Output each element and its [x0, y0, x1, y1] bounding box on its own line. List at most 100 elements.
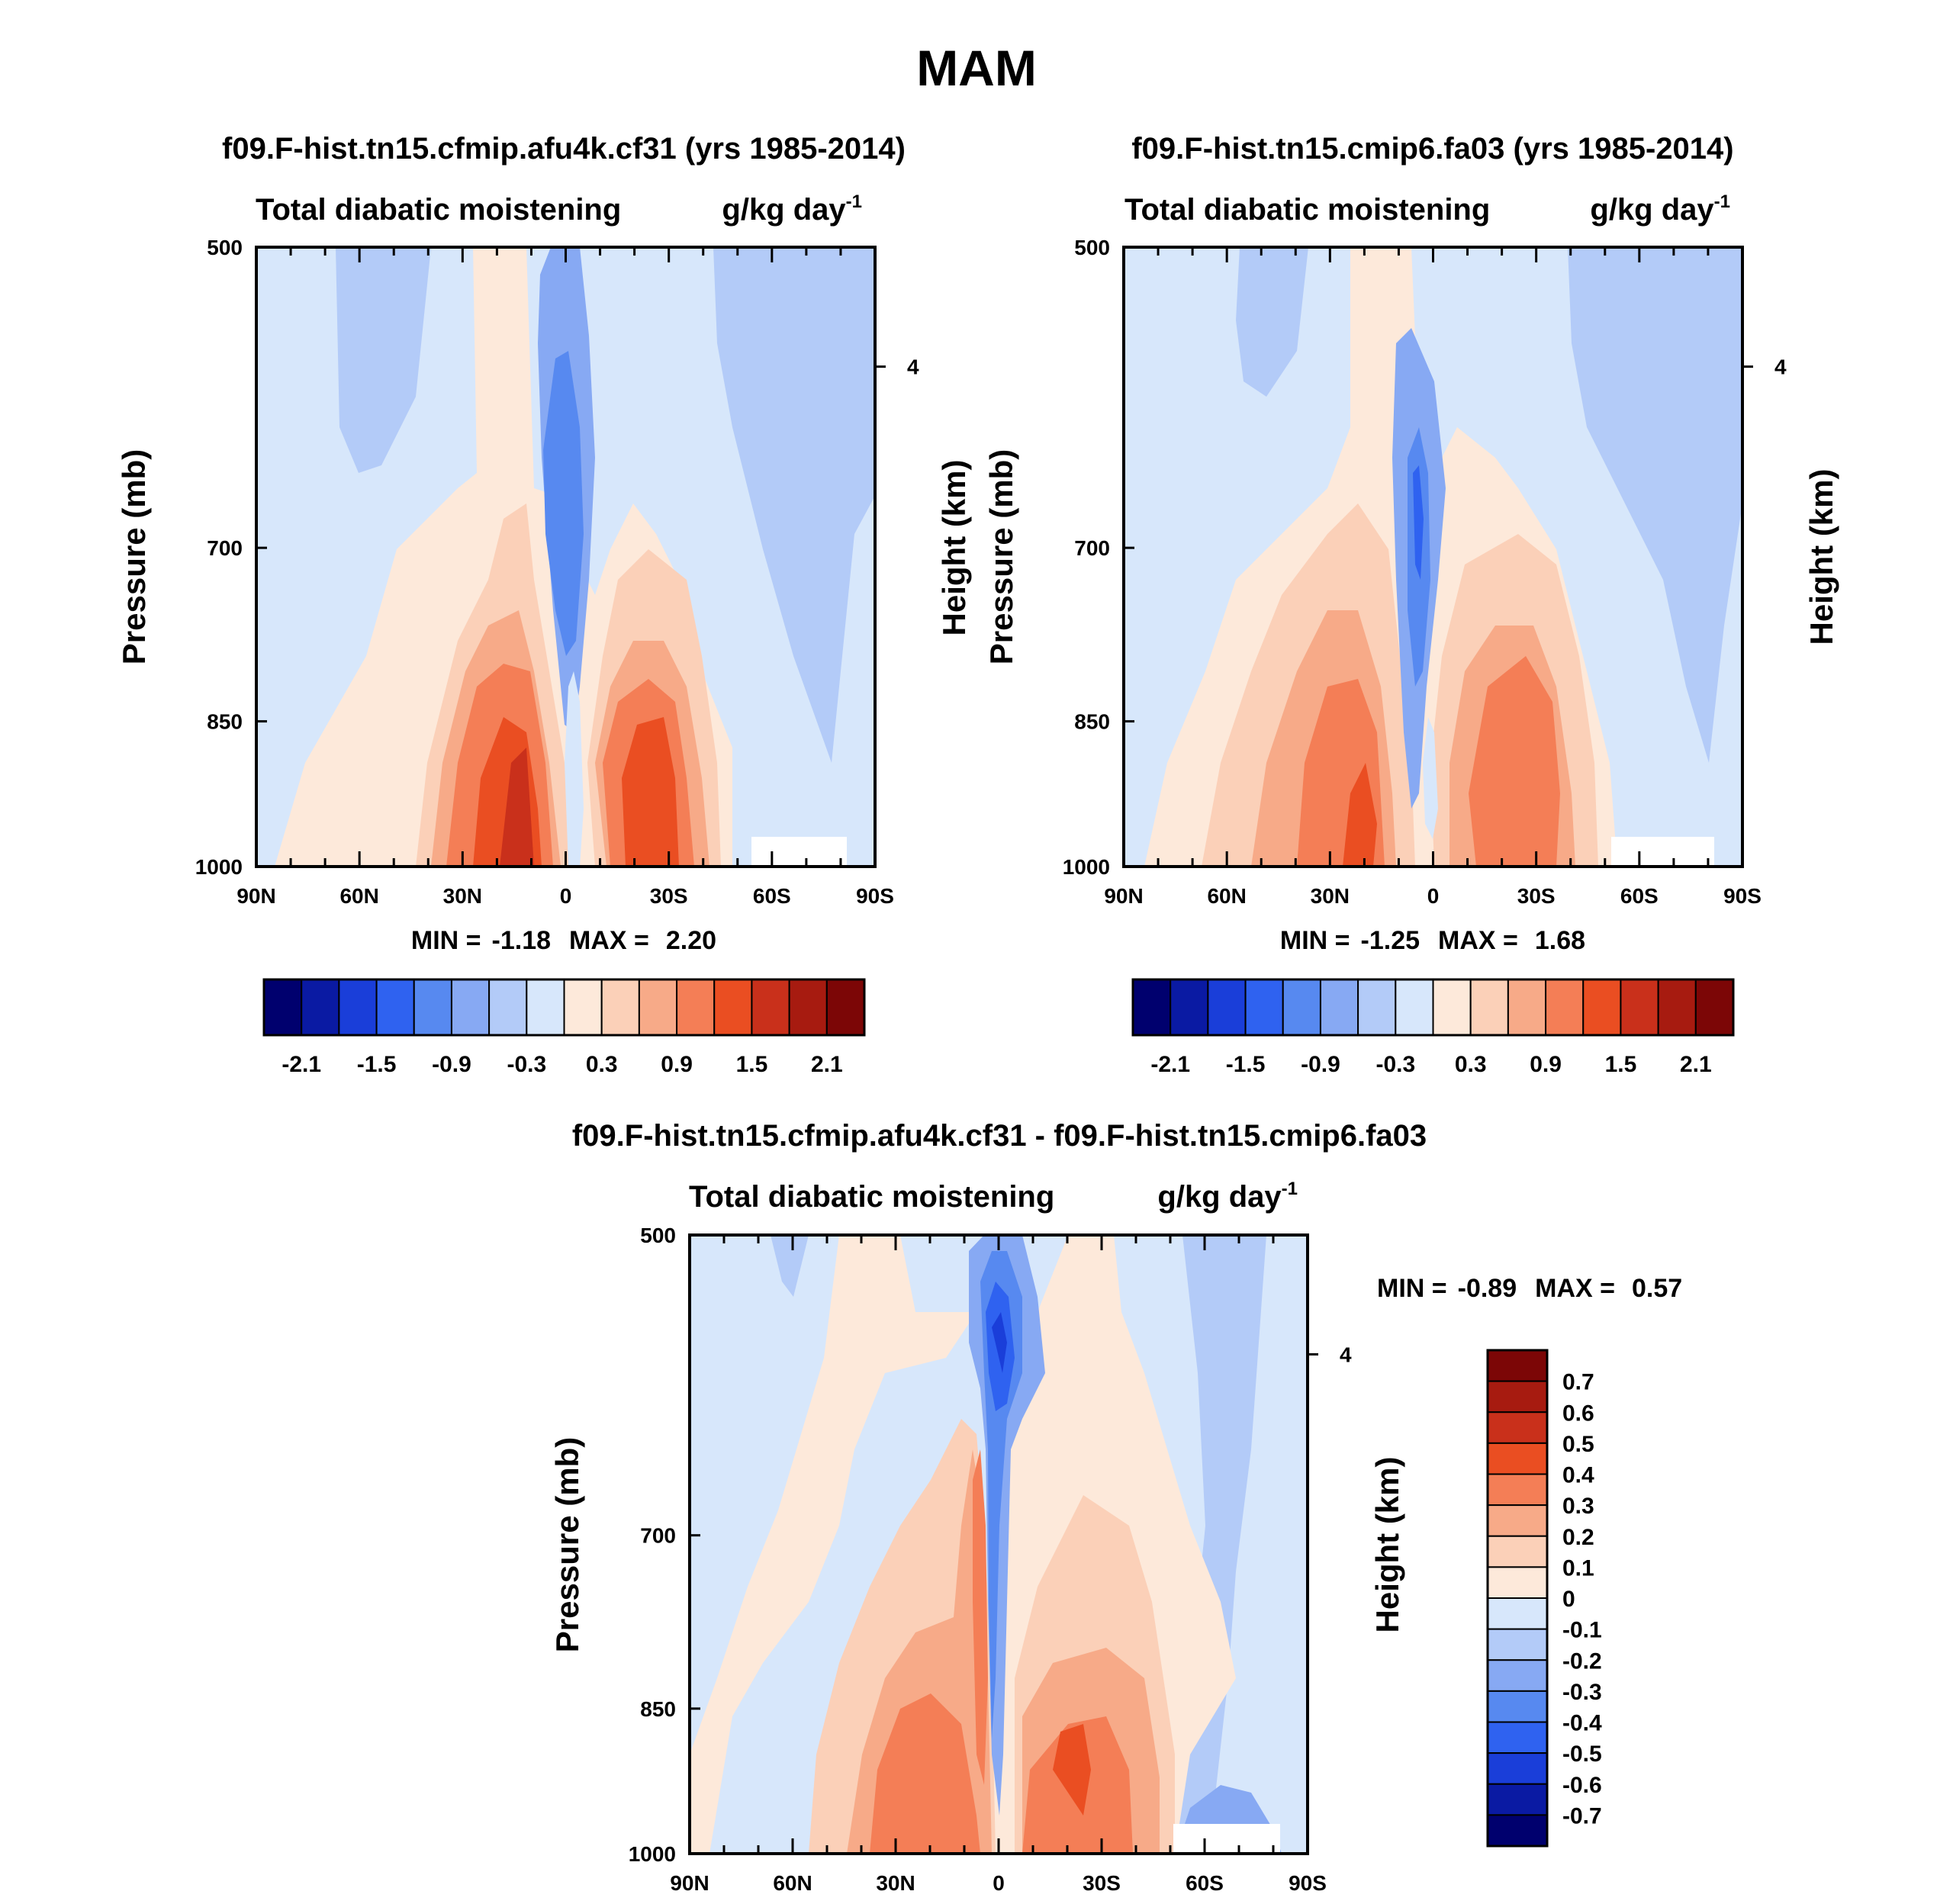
colorbar-label: 0.1: [1562, 1555, 1594, 1581]
colorbar-swatch: [1487, 1380, 1548, 1414]
x-tick-label: 0: [1427, 884, 1440, 908]
y-tick-label: 1000: [629, 1842, 676, 1866]
colorbar-swatch: [413, 979, 452, 1036]
y-tick-label: 700: [640, 1524, 676, 1548]
colorbar-label: -2.1: [1150, 1052, 1190, 1077]
colorbar-swatch: [1487, 1721, 1548, 1754]
colorbar-swatch: [1487, 1659, 1548, 1692]
contour-blob: [1469, 656, 1560, 867]
colorbar-swatch: [1545, 979, 1585, 1036]
colorbar-swatch: [1132, 979, 1172, 1036]
colorbar-swatch: [638, 979, 678, 1036]
x-tick-label: 90S: [1723, 884, 1762, 908]
colorbar-swatch: [1487, 1535, 1548, 1568]
y-tick-label: 700: [207, 536, 243, 560]
y-right-tick-label: 4: [1774, 355, 1787, 379]
colorbar-swatch: [825, 979, 865, 1036]
colorbar-label: -0.2: [1562, 1648, 1602, 1674]
colorbar-label: 0.2: [1562, 1525, 1594, 1550]
y-axis-right-label: Height (km): [1803, 469, 1839, 645]
x-tick-label: 0: [993, 1871, 1005, 1895]
panel-difference: f09.F-hist.tn15.cfmip.afu4k.cf31 - f09.F…: [549, 1119, 1682, 1895]
x-tick-label: 0: [560, 884, 572, 908]
colorbar-swatch: [450, 979, 491, 1036]
y-axis-label: Pressure (mb): [549, 1437, 585, 1652]
colorbar-swatch: [1487, 1690, 1548, 1723]
contour-field: [690, 1235, 1308, 1854]
colorbar-swatch: [1319, 979, 1359, 1036]
colorbar-label: -2.1: [282, 1052, 321, 1077]
colorbar-swatch: [1207, 979, 1247, 1036]
colorbar-swatch: [301, 979, 340, 1036]
y-ticks: 500 700 850 1000 4: [629, 1224, 1352, 1866]
contour-blob: [690, 1235, 976, 1854]
colorbar-swatch: [1487, 1752, 1548, 1785]
colorbar-swatch: [563, 979, 603, 1036]
x-tick-label: 90S: [856, 884, 894, 908]
colorbar-swatch: [1487, 1442, 1548, 1475]
x-ticks: 90N 60N 30N 0 30S 60S 90S: [670, 1235, 1327, 1895]
colorbar: -2.1 -1.5 -0.9 -0.3 0.3 0.9 1.5 2.1: [1131, 978, 1735, 1077]
min-max-label: MIN = -0.89 MAX = 0.57: [1377, 1274, 1682, 1303]
colorbar-label: -0.3: [1375, 1052, 1415, 1077]
colorbar-swatch: [1507, 979, 1547, 1036]
colorbar-label: -0.6: [1562, 1773, 1602, 1798]
colorbar-swatch: [1395, 979, 1434, 1036]
y-tick-label: 500: [1074, 236, 1110, 259]
y-tick-label: 500: [207, 236, 243, 259]
x-tick-label: 90S: [1289, 1871, 1327, 1895]
x-tick-label: 90N: [236, 884, 275, 908]
colorbar-swatch: [1170, 979, 1209, 1036]
contour-blob: [1343, 763, 1377, 867]
y-tick-label: 1000: [1063, 855, 1110, 879]
colorbar-swatch: [1487, 1473, 1548, 1507]
x-tick-label: 60S: [1186, 1871, 1224, 1895]
contour-field: [1124, 247, 1742, 867]
colorbar-label: 0.3: [1455, 1052, 1487, 1077]
x-tick-label: 90N: [1104, 884, 1143, 908]
y-axis-label: Pressure (mb): [116, 449, 152, 664]
contour-field: [256, 247, 875, 867]
colorbar-label: -0.7: [1562, 1803, 1602, 1828]
panel-title: f09.F-hist.tn15.cfmip.afu4k.cf31 - f09.F…: [572, 1119, 1427, 1153]
colorbar-frame: [1486, 1349, 1549, 1848]
contour-blob: [771, 1235, 809, 1297]
contour-blob: [565, 671, 584, 867]
x-tick-label: 60N: [773, 1871, 812, 1895]
colorbar-swatch: [1469, 979, 1509, 1036]
colorbar-label: 0.4: [1562, 1463, 1594, 1488]
colorbar-swatch: [1432, 979, 1472, 1036]
colorbar-label: -0.4: [1562, 1711, 1602, 1736]
colorbar-label: -0.9: [1301, 1052, 1340, 1077]
x-tick-label: 60S: [753, 884, 791, 908]
contour-blob: [1413, 465, 1424, 580]
y-axis-right-label: Height (km): [936, 460, 972, 636]
colorbar-label: -0.5: [1562, 1742, 1602, 1767]
missing-data: [1173, 1824, 1280, 1854]
variable-label: Total diabatic moistening: [1125, 193, 1490, 227]
colorbar-swatch: [263, 979, 303, 1036]
colorbar-label: -0.1: [1562, 1618, 1602, 1643]
colorbar-frame: [262, 978, 866, 1037]
units-label: g/kg day-1: [722, 191, 862, 227]
x-tick-label: 60N: [339, 884, 378, 908]
colorbar-label: 1.5: [1605, 1052, 1637, 1077]
x-tick-label: 90N: [670, 1871, 709, 1895]
colorbar-swatch: [1357, 979, 1397, 1036]
x-tick-label: 60N: [1207, 884, 1246, 908]
colorbar-swatch: [1487, 1349, 1548, 1382]
variable-label: Total diabatic moistening: [256, 193, 621, 227]
y-tick-label: 500: [640, 1224, 676, 1247]
colorbar-swatch: [1282, 979, 1321, 1036]
colorbar-swatch: [338, 979, 378, 1036]
colorbar-swatch: [676, 979, 716, 1036]
colorbar-swatch: [713, 979, 753, 1036]
colorbar-swatch: [1582, 979, 1622, 1036]
colorbar-swatch: [600, 979, 640, 1036]
colorbar-swatch: [1487, 1504, 1548, 1537]
variable-label: Total diabatic moistening: [689, 1180, 1054, 1214]
figure-title: MAM: [916, 40, 1037, 96]
colorbar-swatch: [526, 979, 565, 1036]
contour-blob: [1236, 247, 1308, 397]
